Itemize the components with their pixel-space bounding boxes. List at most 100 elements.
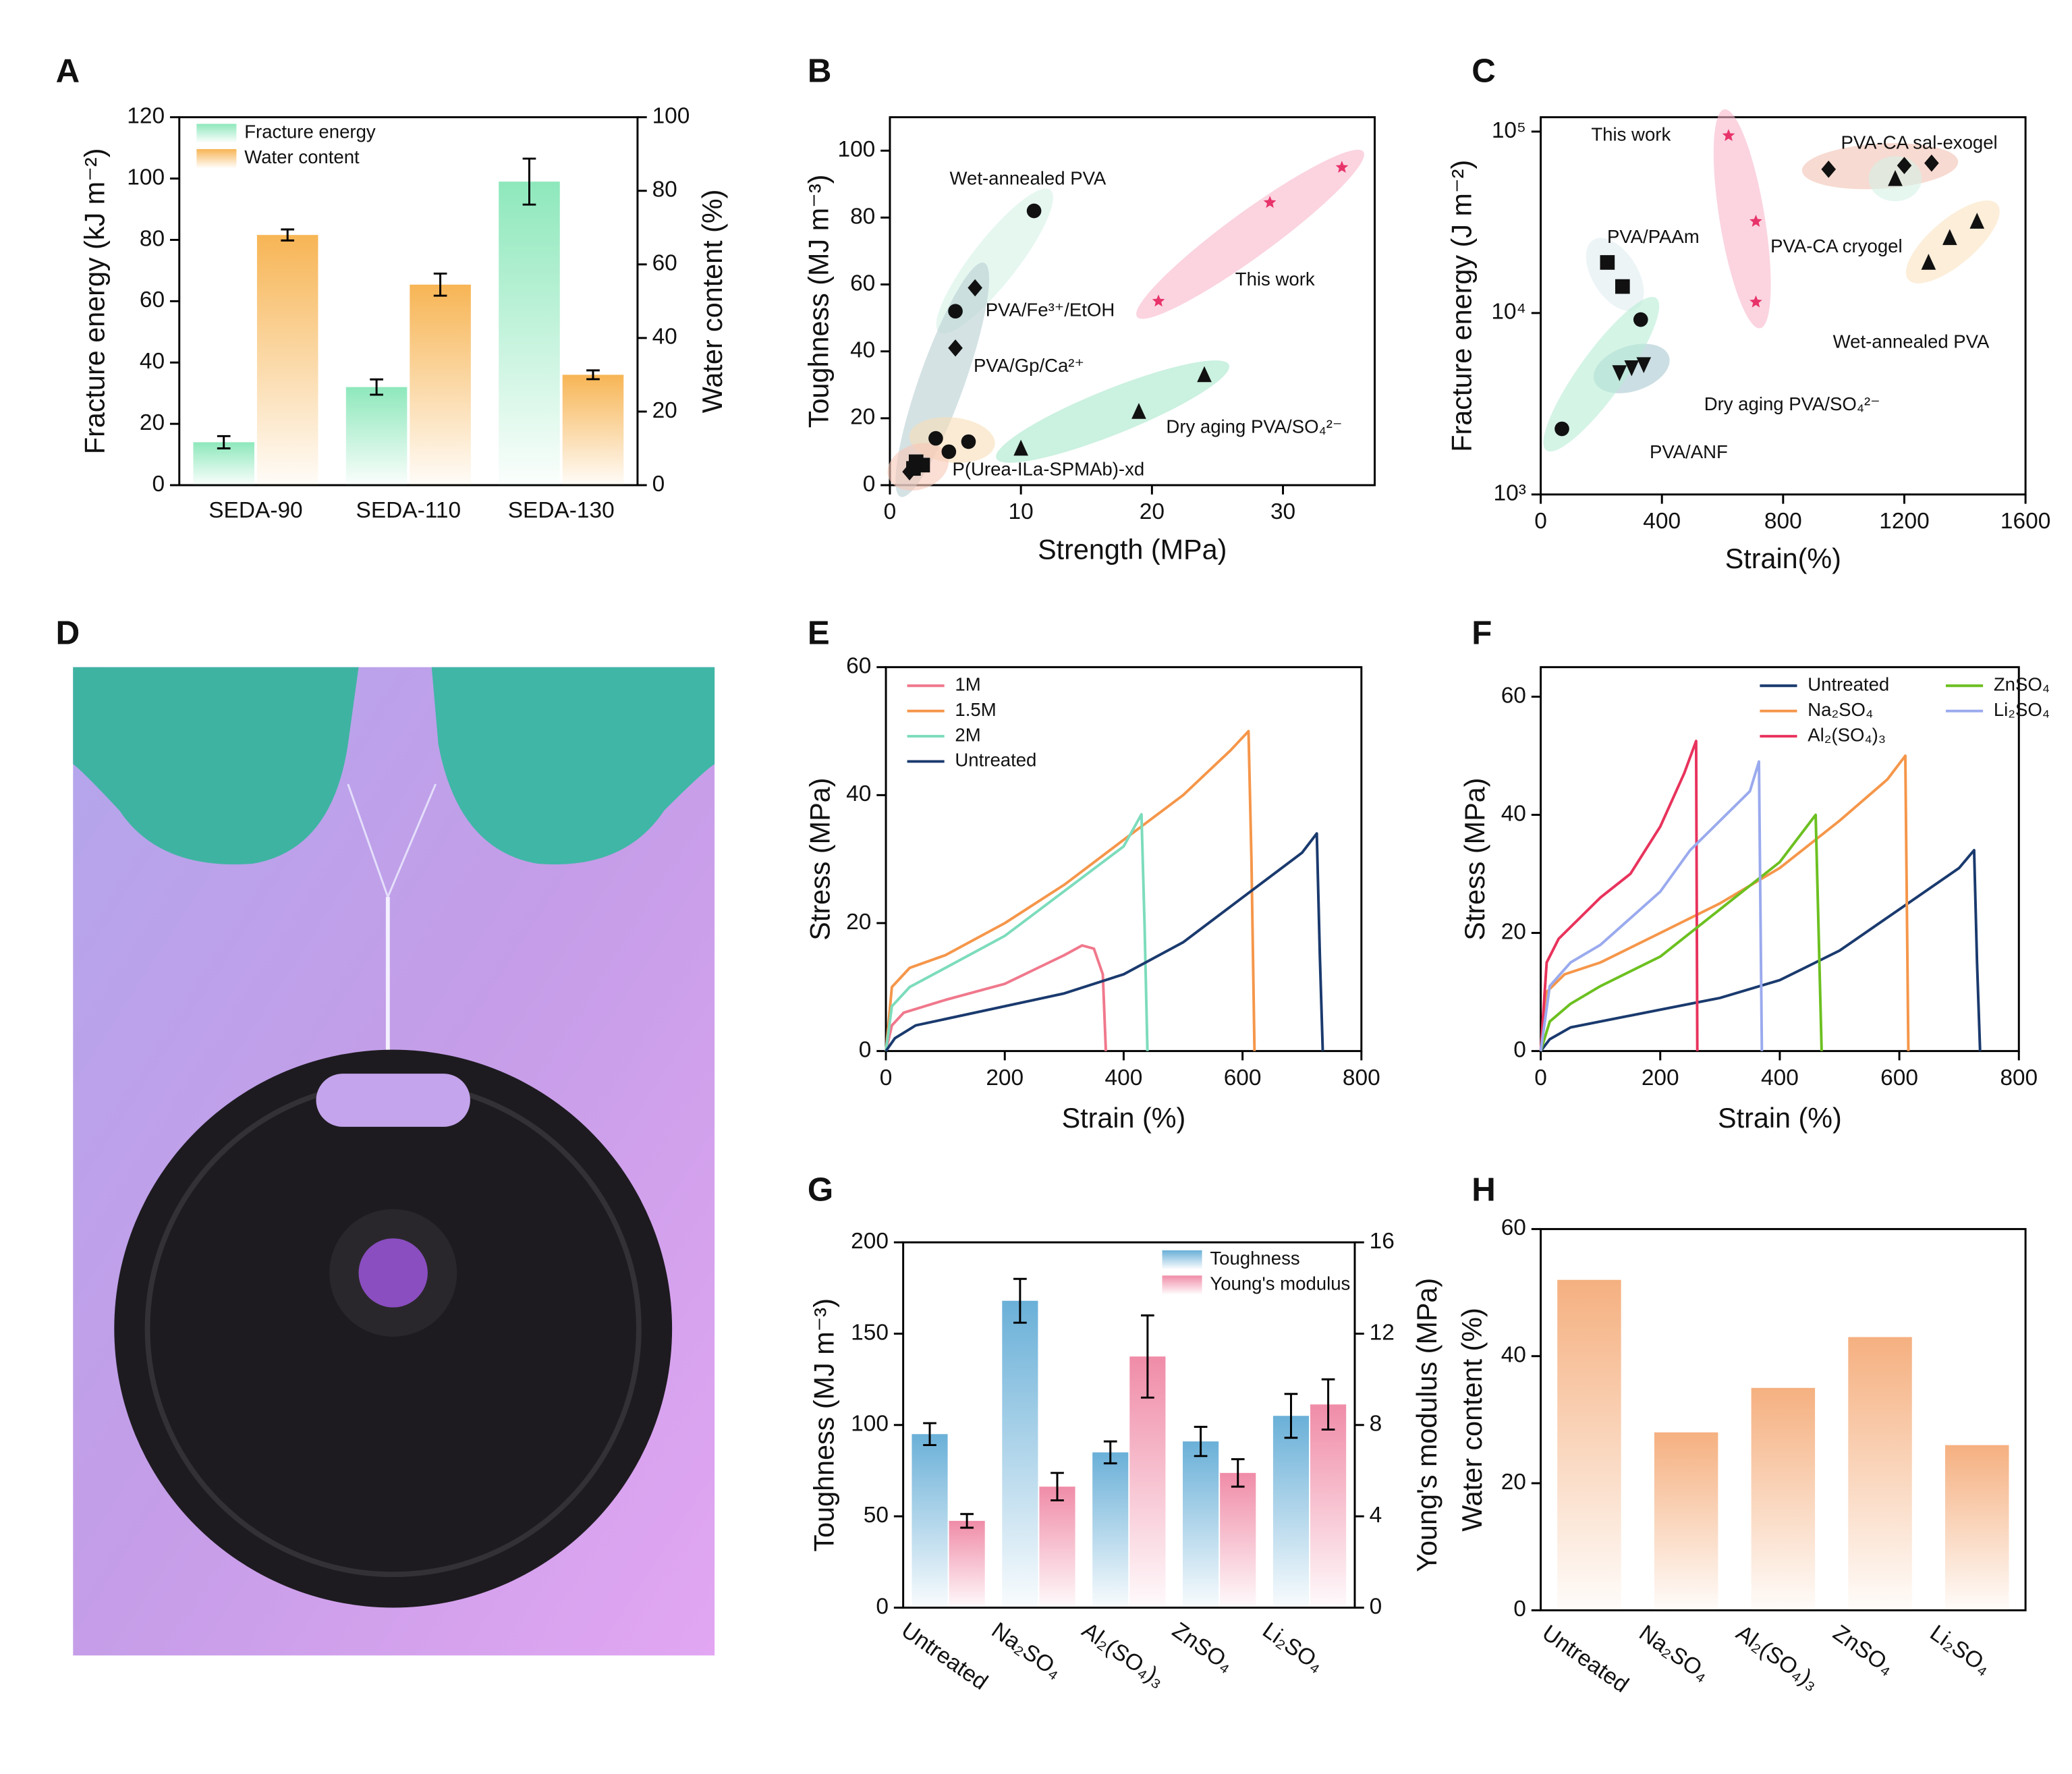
legend-label: 1M — [955, 674, 980, 695]
legend-label: Water content — [244, 146, 360, 167]
x-tick-label: Al₂(SO₄)₃ — [1731, 1620, 1823, 1695]
y-axis-label: Fracture energy (kJ m⁻²) — [80, 148, 111, 455]
x-tick-label: 400 — [1105, 1065, 1143, 1090]
legend-label: Li₂SO₄ — [1994, 699, 2050, 720]
y2-tick-label: 16 — [1370, 1229, 1395, 1254]
bar — [949, 1520, 985, 1608]
y-tick-label: 60 — [1501, 1215, 1526, 1240]
x-tick-label: 20 — [1140, 499, 1165, 524]
x-tick-label: 1200 — [1879, 509, 1929, 534]
x-tick-label: Untreated — [897, 1617, 992, 1695]
x-tick-label: 400 — [1643, 509, 1681, 534]
legend-label: Untreated — [955, 750, 1036, 771]
point — [1197, 366, 1212, 383]
y-axis-label: Stress (MPa) — [1459, 778, 1490, 941]
y-tick-label: 200 — [851, 1229, 889, 1254]
panel-label: D — [56, 614, 80, 651]
point — [1131, 403, 1146, 419]
series-annotation: PVA/Fe³⁺/EtOH — [986, 299, 1115, 320]
y2-tick-label: 12 — [1370, 1320, 1395, 1345]
panel-label: F — [1472, 614, 1492, 651]
error-bar — [923, 1422, 936, 1447]
y2-tick-label: 8 — [1370, 1412, 1382, 1437]
series-annotation: Wet-annealed PVA — [1833, 331, 1990, 352]
y-tick-label: 40 — [140, 349, 165, 374]
y2-axis-label: Water content (%) — [697, 190, 728, 414]
x-tick-label: 600 — [1880, 1065, 1918, 1090]
legend-label: Young's modulus — [1210, 1273, 1350, 1294]
x-tick-label: Al₂(SO₄)₃ — [1077, 1617, 1169, 1692]
x-tick-label: 10 — [1009, 499, 1034, 524]
legend-swatch — [1162, 1250, 1202, 1269]
group-ellipse — [1136, 149, 1364, 319]
point — [1749, 215, 1762, 227]
legend-label: Toughness — [1210, 1248, 1299, 1269]
line — [885, 832, 1324, 1052]
bar — [1272, 1416, 1310, 1608]
y-axis-label: Stress (MPa) — [804, 778, 835, 941]
y2-tick-label: 4 — [1370, 1503, 1382, 1528]
error-bar — [370, 378, 383, 396]
x-axis-label: Strain (%) — [1062, 1103, 1186, 1134]
series-annotation: PVA/PAAm — [1607, 226, 1700, 247]
y2-tick-label: 0 — [1370, 1594, 1382, 1619]
legend-swatch — [196, 123, 237, 143]
weight-hole — [358, 1238, 428, 1308]
point — [1749, 295, 1762, 308]
series-annotation: Dry aging PVA/SO₄²⁻ — [1704, 393, 1880, 414]
x-tick-label: 0 — [880, 1065, 893, 1090]
glove-left — [73, 667, 359, 865]
y-tick-label: 0 — [859, 1037, 872, 1062]
error-bar — [1051, 1472, 1064, 1501]
y-tick-label: 10³ — [1494, 481, 1526, 506]
legend-label: Na₂SO₄ — [1808, 699, 1873, 720]
group-ellipse — [996, 360, 1230, 463]
error-bar — [1231, 1458, 1245, 1488]
y-tick-label: 40 — [1501, 801, 1526, 826]
y-tick-label: 20 — [140, 410, 165, 435]
y-tick-label: 0 — [876, 1594, 889, 1619]
point — [1924, 154, 1939, 172]
error-bar — [1194, 1426, 1208, 1458]
point — [1722, 129, 1735, 141]
x-tick-label: 1600 — [2000, 509, 2050, 534]
point — [968, 279, 983, 297]
bar — [1310, 1404, 1347, 1608]
panel-label: H — [1472, 1171, 1496, 1208]
x-tick-label: Li₂SO₄ — [1926, 1620, 1996, 1680]
series-annotation: This work — [1591, 124, 1671, 145]
point — [1636, 357, 1652, 374]
y-tick-label: 60 — [1501, 683, 1526, 708]
y2-tick-label: 80 — [652, 177, 677, 202]
y-tick-label: 120 — [127, 104, 165, 129]
legend-label: Al₂(SO₄)₃ — [1808, 724, 1886, 745]
y2-tick-label: 40 — [652, 325, 677, 350]
line — [1539, 760, 1764, 1051]
y-tick-label: 80 — [850, 204, 875, 229]
x-tick-label: 30 — [1270, 499, 1295, 524]
bar — [193, 442, 254, 486]
y-tick-label: 100 — [837, 137, 875, 162]
error-bar — [433, 272, 447, 297]
x-tick-label: 0 — [1534, 1065, 1547, 1090]
x-tick-label: 200 — [1642, 1065, 1679, 1090]
error-bar — [1103, 1440, 1117, 1465]
bar — [1220, 1472, 1256, 1608]
point — [1152, 294, 1165, 307]
line — [885, 812, 1149, 1051]
point — [1026, 203, 1042, 219]
bar — [1944, 1445, 2009, 1611]
x-tick-label: SEDA-130 — [508, 498, 615, 523]
y2-tick-label: 0 — [652, 472, 665, 497]
point — [1624, 360, 1640, 377]
panel-label: C — [1472, 53, 1496, 90]
series-annotation: PVA-CA sal-exogel — [1841, 132, 1997, 153]
line — [1539, 740, 1699, 1051]
bar — [1092, 1452, 1129, 1608]
group-ellipse — [1713, 109, 1771, 329]
y-axis-label: Fracture energy (J m⁻²) — [1446, 160, 1477, 452]
bar — [562, 375, 624, 486]
bar — [1557, 1279, 1621, 1611]
x-tick-label: Na₂SO₄ — [987, 1617, 1067, 1684]
